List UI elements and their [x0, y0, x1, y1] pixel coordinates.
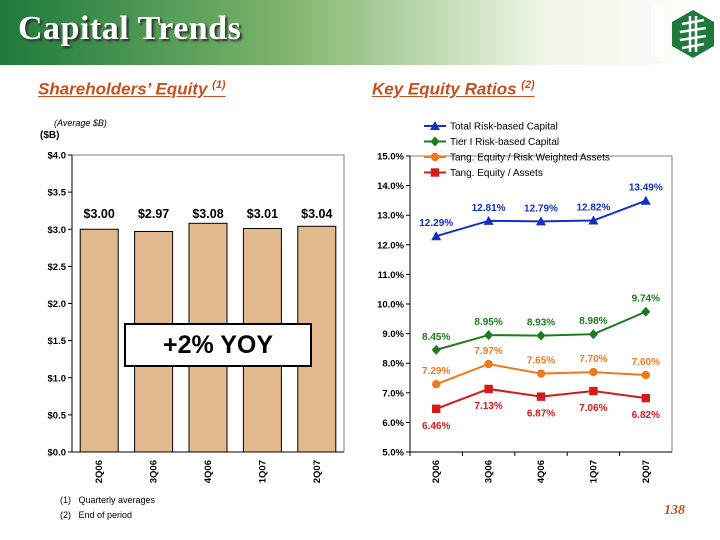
- yoy-callout: +2% YOY: [124, 323, 312, 367]
- footnote-1: (1) Quarterly averages: [60, 495, 156, 505]
- series-data-label: 6.46%: [422, 421, 450, 432]
- series-data-label: 7.97%: [474, 346, 502, 357]
- header-band: [0, 0, 720, 65]
- series-point: [536, 392, 546, 401]
- line-y-tick-label: 9.0%: [382, 329, 404, 340]
- series-data-label: 12.79%: [524, 203, 558, 214]
- bar-y-tick-label: $2.5: [48, 262, 67, 273]
- line-y-tick-label: 10.0%: [377, 300, 404, 311]
- series-data-label: 7.60%: [632, 357, 660, 368]
- series-data-label: 6.82%: [632, 410, 660, 421]
- equity-subtitle: (Average $B): [54, 118, 107, 128]
- series-point: [431, 344, 441, 355]
- bar-y-tick-label: $0.0: [48, 448, 67, 459]
- series-point: [589, 386, 598, 396]
- series-data-label: 13.49%: [629, 183, 663, 194]
- series-point: [432, 404, 441, 413]
- legend-marker: [430, 152, 440, 162]
- line-y-tick-label: 15.0%: [377, 152, 404, 163]
- series-point: [641, 306, 651, 317]
- legend-entry: Tang. Equity / Assets: [450, 168, 543, 179]
- series-point: [536, 369, 546, 378]
- bar-x-tick-label: 2Q06: [94, 460, 105, 483]
- series-point: [588, 329, 598, 340]
- line-x-tick-label: 2Q06: [431, 460, 442, 483]
- series-point: [640, 195, 651, 205]
- series-data-label: 12.29%: [419, 218, 453, 229]
- page-title: Capital Trends: [18, 10, 242, 47]
- logo-divider: [655, 5, 664, 57]
- series-point: [536, 216, 546, 226]
- series-data-label: 8.45%: [422, 332, 450, 343]
- ratios-section-title: Key Equity Ratios (2): [372, 79, 535, 99]
- series-point: [641, 393, 650, 403]
- equity-bar-chart: $0.0 $0.5 $1.0 $1.5 $2.0 $2.5 $3.0 $3.5 $4.0 $3.0…: [48, 151, 345, 483]
- series-data-label: 12.81%: [472, 203, 506, 214]
- line-y-tick-label: 13.0%: [377, 211, 404, 222]
- equity-bar-data-label: $3.00: [84, 207, 115, 221]
- series-data-label: 8.98%: [579, 316, 607, 327]
- line-y-tick-label: 14.0%: [377, 181, 404, 192]
- series-data-label: 6.87%: [527, 409, 555, 420]
- legend-marker: [430, 121, 440, 130]
- bar-y-tick-label: $1.0: [48, 373, 67, 384]
- series-point: [483, 215, 494, 225]
- bar-y-tick-label: $3.5: [48, 188, 67, 199]
- bar-x-tick-label: 3Q06: [149, 460, 160, 483]
- bar-x-tick-label: 2Q07: [312, 460, 323, 483]
- series-data-label: 7.70%: [579, 354, 607, 365]
- legend-entry: Tier I Risk-based Capital: [450, 137, 559, 148]
- bar-y-tick-label: $3.0: [48, 225, 67, 236]
- equity-bar-data-label: $3.01: [247, 207, 278, 221]
- series-point: [431, 231, 442, 241]
- line-x-tick-label: 3Q06: [484, 460, 495, 483]
- series-data-label: 7.13%: [474, 401, 502, 412]
- bar-y-tick-label: $4.0: [48, 151, 67, 162]
- equity-unit-label: ($B): [40, 130, 60, 141]
- series-point: [432, 380, 441, 389]
- line-x-tick-label: 2Q07: [641, 460, 652, 483]
- page-number: 138: [664, 503, 685, 518]
- line-x-tick-label: 4Q06: [536, 460, 547, 483]
- line-y-tick-label: 11.0%: [378, 270, 405, 281]
- series-point: [484, 359, 493, 369]
- equity-section-title: Shareholders’ Equity (1): [38, 79, 226, 99]
- equity-bar: [79, 228, 119, 453]
- legend-marker: [430, 136, 440, 147]
- series-point: [641, 370, 650, 380]
- line-y-tick-label: 6.0%: [382, 418, 404, 429]
- company-logo-icon: [672, 10, 714, 58]
- series-data-label: 7.29%: [422, 366, 450, 377]
- bar-y-tick-label: $2.0: [48, 299, 67, 310]
- bar-x-tick-label: 4Q06: [203, 460, 214, 483]
- legend-marker: [430, 168, 440, 177]
- footnote-2: (2) End of period: [60, 510, 133, 520]
- series-data-label: 8.93%: [527, 318, 555, 329]
- series-data-label: 7.65%: [527, 356, 555, 367]
- legend-entry: Total Risk-based Capital: [450, 122, 558, 133]
- line-y-tick-label: 12.0%: [377, 240, 404, 251]
- ratios-line-chart: 5.0% 6.0% 7.0% 8.0% 9.0% 10.0% 11.0% 12.0% 13.0%…: [377, 121, 673, 483]
- legend-entry: Tang. Equity / Risk Weighted Assets: [450, 153, 610, 164]
- series-point: [588, 215, 599, 225]
- equity-bar-data-label: $2.97: [138, 207, 169, 221]
- line-x-tick-label: 1Q07: [588, 460, 599, 483]
- series-point: [484, 330, 494, 341]
- line-y-tick-label: 8.0%: [382, 359, 404, 370]
- equity-bar-data-label: $3.04: [301, 207, 332, 221]
- line-y-tick-label: 5.0%: [382, 448, 404, 459]
- series-data-label: 9.74%: [632, 294, 660, 305]
- equity-bar-data-label: $3.08: [192, 207, 223, 221]
- series-point: [536, 330, 546, 341]
- series-data-label: 12.82%: [576, 203, 610, 214]
- series-data-label: 7.06%: [579, 403, 607, 414]
- bar-y-tick-label: $0.5: [48, 410, 67, 421]
- bar-y-tick-label: $1.5: [48, 336, 67, 347]
- series-point: [589, 367, 598, 377]
- bar-x-tick-label: 1Q07: [257, 460, 268, 483]
- series-point: [484, 384, 493, 394]
- series-data-label: 8.95%: [474, 317, 502, 328]
- line-y-tick-label: 7.0%: [382, 388, 404, 399]
